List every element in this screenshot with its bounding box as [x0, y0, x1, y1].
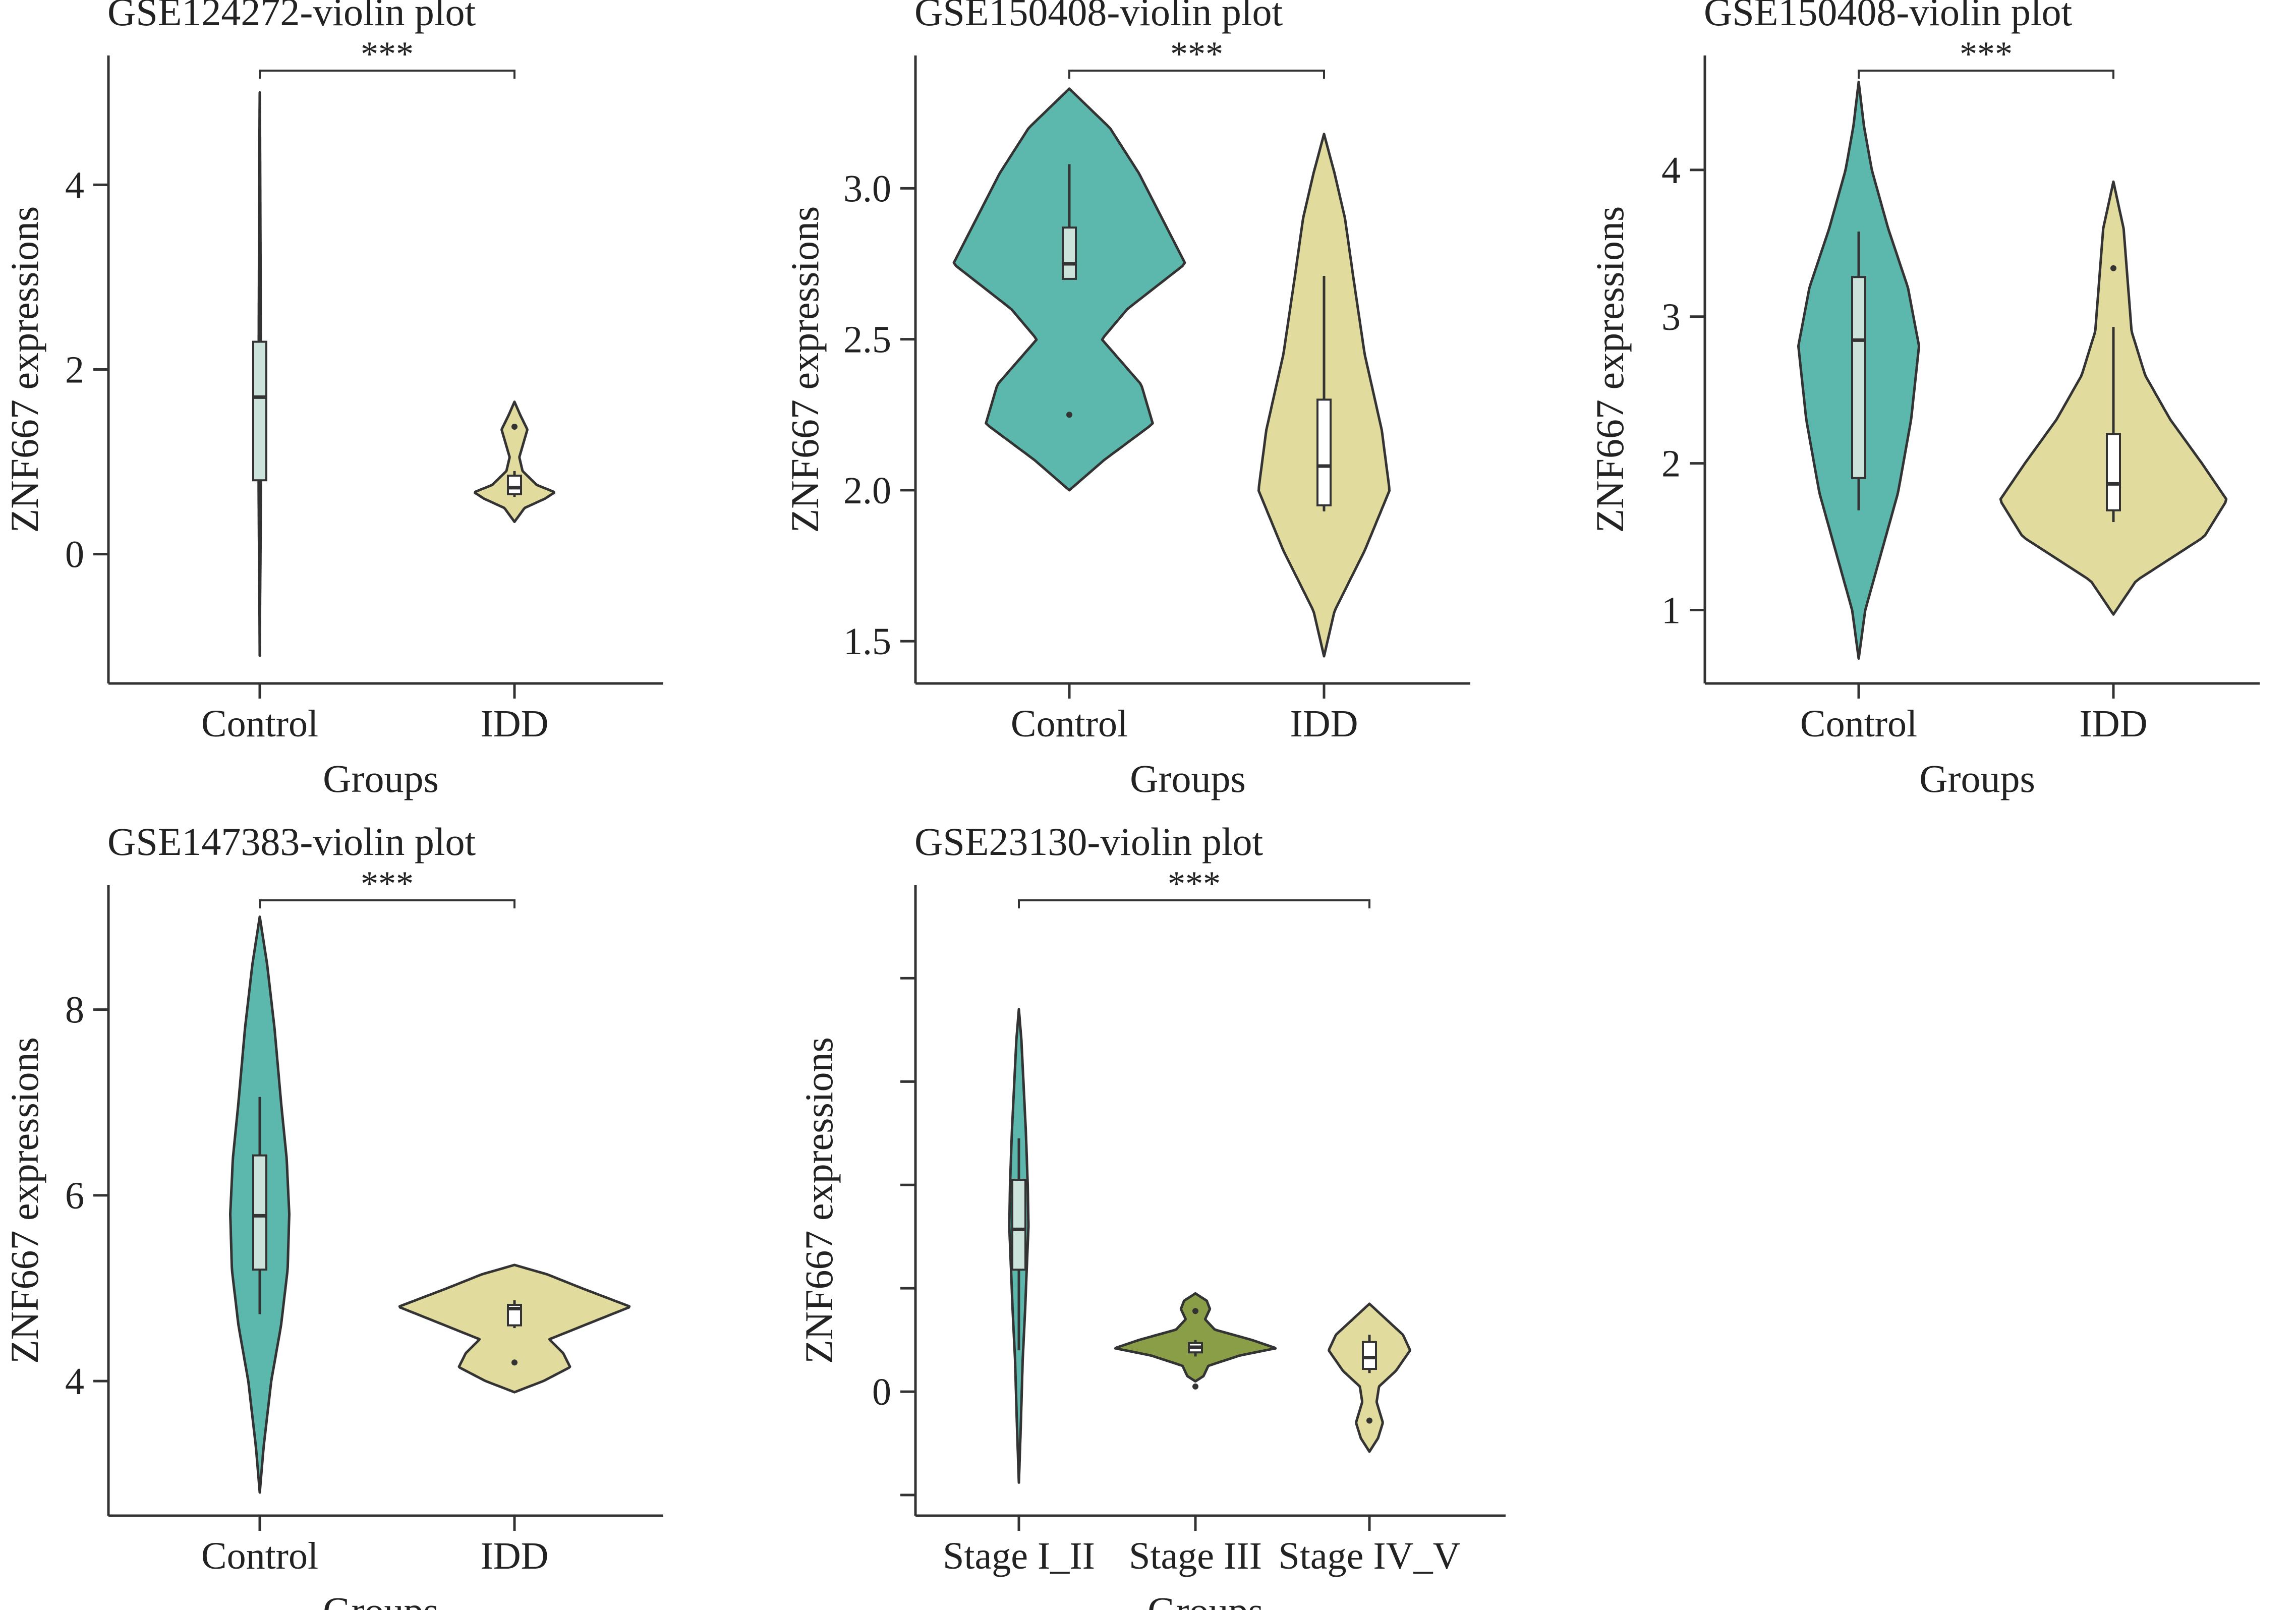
- panel-title: GSE124272-violin plot: [107, 0, 476, 34]
- x-tick-label: Control: [1800, 703, 1917, 745]
- iqr-box: [1316, 398, 1332, 506]
- y-tick-label: 2.5: [843, 319, 891, 361]
- violin-control: [952, 87, 1186, 492]
- violin-stage-iv-v: [1328, 1302, 1411, 1453]
- iqr-box: [507, 475, 522, 495]
- y-tick-label: 8: [65, 989, 84, 1031]
- outlier-point: [1192, 1308, 1198, 1314]
- y-axis-label: ZNF667 expressions: [783, 206, 827, 533]
- significance-bracket: [1018, 899, 1370, 908]
- y-tick-label: 3.0: [843, 167, 891, 210]
- violin-idd: [474, 400, 555, 524]
- violin-stage-iii: [1114, 1292, 1277, 1390]
- x-tick-label: IDD: [1290, 703, 1358, 745]
- y-tick-label: 4: [1661, 149, 1681, 192]
- outlier-point: [2110, 265, 2116, 271]
- y-tick-label: 4: [65, 1360, 84, 1403]
- significance-bracket: [259, 899, 515, 908]
- y-tick-label: 1.5: [843, 620, 891, 663]
- panel-title: GSE150408-violin plot: [1704, 0, 2073, 34]
- panel-title: GSE23130-violin plot: [914, 820, 1264, 864]
- x-tick-label: IDD: [480, 703, 548, 745]
- y-tick-label: 6: [65, 1175, 84, 1217]
- panel-title: GSE147383-violin plot: [107, 820, 476, 864]
- significance-label: ***: [1168, 865, 1221, 903]
- x-axis-label: Groups: [1130, 757, 1246, 800]
- violin-body: [398, 1263, 631, 1394]
- x-tick-label: Stage III: [1129, 1535, 1262, 1577]
- x-axis-label: Groups: [323, 757, 439, 800]
- iqr-box: [252, 1154, 267, 1271]
- y-tick-label: 2.0: [843, 470, 891, 512]
- violin-control: [252, 91, 267, 657]
- violin-body: [474, 400, 555, 524]
- significance-label: ***: [361, 865, 414, 903]
- violin-panel-4: GSE147383-violin plot 4 6 8 ZNF667 expressio…: [3, 820, 663, 1610]
- violin-control: [229, 915, 291, 1494]
- significance-label: ***: [361, 35, 414, 74]
- y-tick-label: 0: [872, 1371, 891, 1413]
- significance-bracket: [259, 70, 515, 79]
- y-tick-label: 0: [65, 534, 84, 576]
- iqr-box: [1362, 1341, 1377, 1370]
- x-tick-label: Control: [1011, 703, 1128, 745]
- y-tick-label: 4: [65, 164, 84, 206]
- violin-idd: [398, 1263, 631, 1394]
- outlier-point: [1366, 1417, 1372, 1424]
- violin-panel-3: GSE150408-violin plot 1 2 3 4 ZNF667 expressi…: [1588, 0, 2260, 800]
- significance-label: ***: [1170, 35, 1223, 74]
- x-axis-label: Groups: [323, 1589, 439, 1610]
- significance-bracket: [1068, 70, 1325, 79]
- violin-control: [1797, 80, 1921, 660]
- y-axis-label: ZNF667 expressions: [3, 1037, 46, 1364]
- x-tick-label: Control: [201, 703, 318, 745]
- outlier-point: [511, 1359, 518, 1366]
- y-axis-label: ZNF667 expressions: [1588, 206, 1632, 533]
- x-tick-label: Stage I_II: [943, 1535, 1095, 1577]
- significance-label: ***: [1960, 35, 2013, 74]
- violin-panel-5: GSE23130-violin plot 0 ZNF667 expressions S…: [797, 820, 1506, 1610]
- y-tick-label: 3: [1661, 296, 1681, 338]
- violin-idd: [1257, 133, 1391, 658]
- y-axis-label: ZNF667 expressions: [797, 1037, 841, 1364]
- outlier-point: [511, 424, 518, 430]
- violin-stage-i-ii: [1008, 1008, 1030, 1484]
- iqr-box: [252, 340, 267, 482]
- violin-panel-1: GSE124272-violin plot 0 2 4 ZNF667 expressio…: [3, 0, 663, 800]
- y-tick-label: 2: [1661, 443, 1681, 485]
- x-axis-label: Groups: [1919, 757, 2035, 800]
- y-axis-label: ZNF667 expressions: [3, 206, 46, 533]
- x-tick-label: IDD: [480, 1535, 548, 1577]
- x-tick-label: IDD: [2079, 703, 2147, 745]
- violin-idd: [1999, 180, 2228, 616]
- panel-title: GSE150408-violin plot: [914, 0, 1283, 34]
- iqr-box: [2106, 433, 2121, 511]
- y-tick-label: 2: [65, 349, 84, 391]
- x-tick-label: Stage IV_V: [1279, 1535, 1461, 1577]
- violin-panel-2: GSE150408-violin plot 1.5 2.0 2.5 3.0 ZNF667 …: [783, 0, 1470, 800]
- significance-bracket: [1858, 70, 2114, 79]
- outlier-point: [1066, 412, 1072, 418]
- violin-body: [1114, 1292, 1277, 1383]
- violin-body: [1328, 1302, 1411, 1453]
- violin-body: [952, 87, 1186, 492]
- x-tick-label: Control: [201, 1535, 318, 1577]
- outlier-point: [1192, 1383, 1198, 1390]
- iqr-box: [1011, 1179, 1026, 1271]
- x-axis-label: Groups: [1147, 1589, 1264, 1610]
- iqr-box: [1851, 276, 1866, 479]
- y-tick-label: 1: [1661, 590, 1681, 632]
- iqr-box: [1062, 226, 1077, 280]
